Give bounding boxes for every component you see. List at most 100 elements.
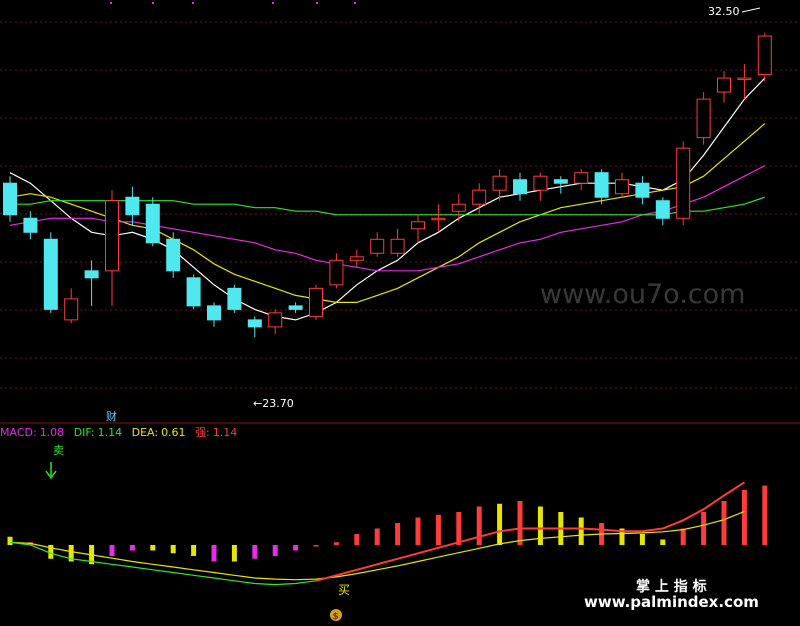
- candle-10: [207, 302, 221, 327]
- watermark-faint: www.ou7o.com: [540, 279, 745, 310]
- macd-bar-6: [129, 545, 135, 551]
- candle-5: [105, 190, 119, 306]
- candle-1: [23, 211, 38, 240]
- macd-bar-37: [762, 485, 768, 545]
- macd-lines: [9, 481, 745, 586]
- top-marker-3: [272, 2, 274, 4]
- macd-bar-2: [48, 545, 54, 559]
- macd-bar-14: [293, 545, 299, 551]
- candle-21: [431, 204, 446, 233]
- candle-body: [207, 305, 221, 321]
- candle-6: [125, 186, 140, 226]
- macd-bar-36: [741, 490, 747, 545]
- candle-32: [655, 197, 670, 226]
- candle-24: [492, 169, 507, 201]
- candle-body: [696, 98, 711, 139]
- candle-8: [166, 232, 181, 278]
- macd-bar-32: [660, 539, 666, 545]
- candle-19: [390, 228, 405, 257]
- candle-body: [145, 203, 160, 244]
- candle-30: [615, 172, 629, 198]
- candle-body: [451, 203, 466, 212]
- macd-bar-25: [517, 501, 523, 545]
- candle-body: [288, 305, 303, 310]
- macd-bar-16: [333, 542, 339, 545]
- money-bag-icon: [330, 609, 342, 621]
- candle-37: [757, 32, 772, 82]
- macd-bar-13: [272, 545, 278, 556]
- candle-23: [472, 183, 487, 215]
- candle-body: [3, 182, 17, 216]
- cai-signal: 财: [106, 409, 117, 423]
- sell-signal: 卖: [45, 444, 64, 480]
- candle-0: [3, 176, 17, 222]
- macd-bar-24: [497, 503, 503, 545]
- candle-26: [533, 172, 548, 201]
- sell-label: 卖: [53, 444, 64, 457]
- candle-body: [84, 270, 99, 279]
- candle-body: [717, 77, 731, 93]
- candle-25: [513, 172, 527, 201]
- candle-13: [268, 309, 283, 334]
- candle-body: [676, 147, 691, 219]
- macd-bar-3: [68, 545, 74, 562]
- candle-body: [268, 312, 283, 328]
- candle-body: [247, 319, 262, 328]
- dea-line: [9, 510, 745, 581]
- low-annotation: ←23.70: [253, 397, 294, 410]
- candle-body: [186, 277, 201, 307]
- macd-bar-15: [313, 545, 319, 547]
- candle-3: [64, 288, 79, 324]
- candle-22: [451, 193, 466, 222]
- top-marker-5: [354, 2, 356, 4]
- buy-label: 买: [338, 583, 350, 597]
- candle-body: [105, 200, 119, 272]
- macd-bar-33: [680, 528, 686, 545]
- candle-33: [676, 141, 691, 226]
- top-marker-2: [192, 2, 194, 4]
- candle-body: [615, 179, 629, 195]
- candle-7: [145, 197, 160, 247]
- candle-9: [186, 274, 201, 310]
- candle-body: [23, 217, 38, 233]
- macd-bar-19: [395, 523, 401, 545]
- candle-body: [227, 287, 242, 310]
- macd-bar-11: [231, 545, 237, 562]
- candle-body: [635, 182, 650, 198]
- candle-body: [349, 256, 364, 261]
- macd-bar-35: [721, 501, 727, 545]
- candle-28: [574, 169, 589, 191]
- candle-11: [227, 284, 242, 313]
- dif-strong-line: [315, 481, 745, 582]
- candle-body: [533, 175, 548, 191]
- candle-27: [553, 176, 568, 194]
- candle-body: [431, 217, 446, 221]
- low-label: ←23.70: [253, 397, 294, 410]
- buy-signal: 买 $: [330, 583, 350, 622]
- candle-2: [43, 232, 58, 313]
- candle-body: [757, 35, 772, 76]
- macd-bar-10: [211, 545, 217, 562]
- candle-29: [594, 169, 609, 205]
- candle-body: [737, 77, 752, 81]
- macd-bar-8: [170, 545, 176, 554]
- candle-14: [288, 302, 303, 313]
- ma-magenta-line: [9, 165, 766, 272]
- macd-bar-26: [537, 506, 543, 545]
- macd-bar-18: [374, 528, 380, 545]
- candle-20: [411, 214, 425, 243]
- macd-bar-30: [619, 528, 625, 545]
- top-marker-4: [316, 2, 318, 4]
- top-marker-1: [152, 2, 154, 4]
- top-marker-0: [110, 2, 112, 4]
- macd-bar-28: [578, 517, 584, 545]
- candle-body: [309, 287, 323, 317]
- macd-bar-31: [639, 534, 645, 545]
- macd-bar-23: [476, 506, 482, 545]
- watermark-site: www.palmindex.com: [584, 593, 759, 611]
- macd-bar-12: [252, 545, 258, 559]
- candle-31: [635, 176, 650, 205]
- candle-body: [43, 238, 58, 310]
- candle-17: [349, 249, 364, 268]
